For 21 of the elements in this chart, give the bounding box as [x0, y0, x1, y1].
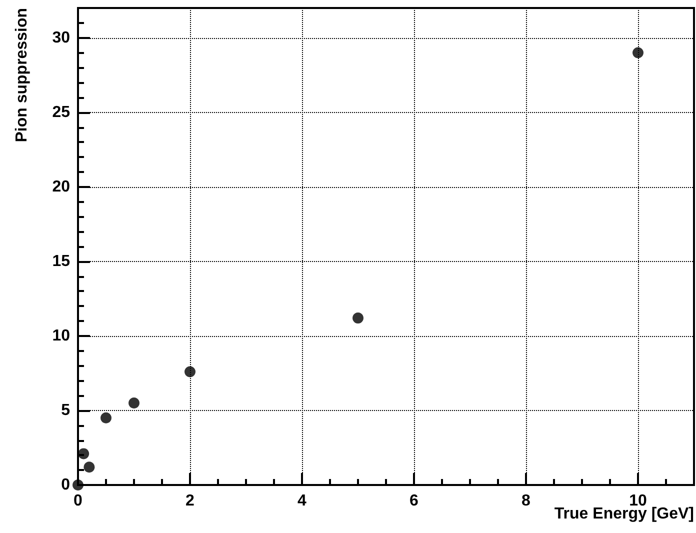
y-tick-label: 10: [52, 327, 70, 344]
y-axis-title: Pion suppression: [14, 8, 30, 142]
point: [84, 462, 95, 473]
y-tick-label: 25: [52, 104, 70, 121]
x-tick-label: 6: [410, 492, 419, 510]
point: [632, 47, 644, 58]
point: [78, 448, 90, 460]
y-tick-label: 5: [61, 402, 70, 419]
x-tick-label: 4: [298, 492, 307, 510]
x-tick-label: 8: [522, 492, 531, 510]
point: [72, 480, 84, 490]
y-tick-label: 0: [61, 476, 70, 494]
point: [128, 398, 140, 409]
x-tick-label: 2: [186, 492, 195, 510]
point: [100, 412, 112, 424]
y-tick-label: 20: [52, 178, 70, 196]
y-tick-label: 30: [52, 29, 70, 46]
y-tick-label: 15: [52, 252, 70, 270]
x-tick-label: 0: [74, 492, 83, 510]
point: [184, 366, 196, 378]
point: [352, 312, 364, 324]
